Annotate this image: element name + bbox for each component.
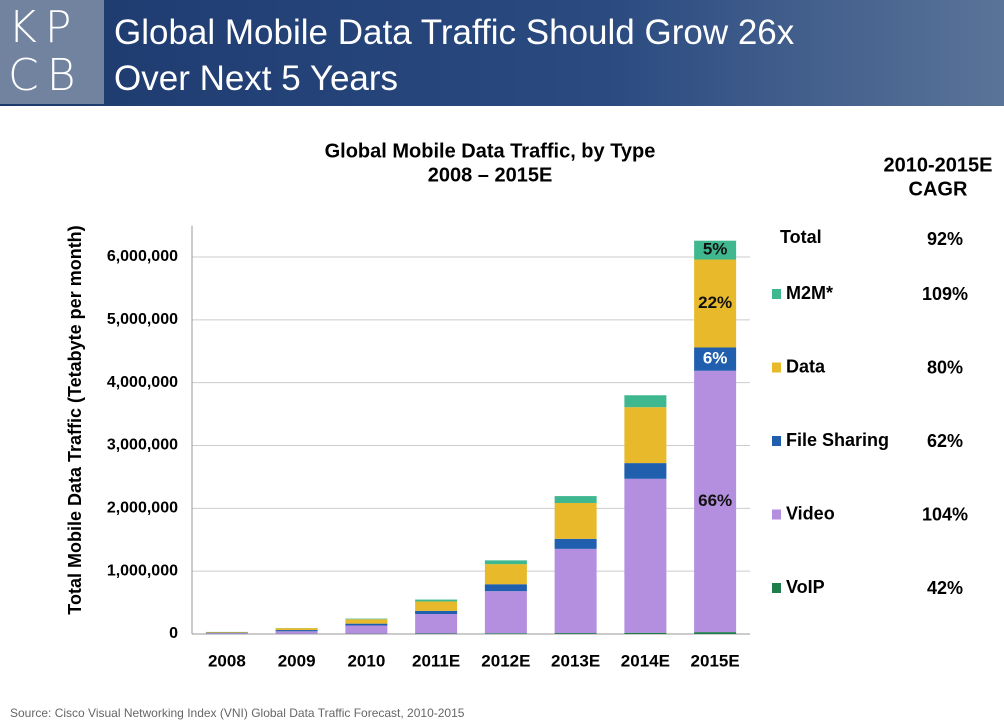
legend-swatch <box>772 509 781 520</box>
bar-segment <box>694 259 737 348</box>
bar-segment <box>484 560 527 565</box>
bar-segment <box>415 610 458 615</box>
y-tick-label: 1,000,000 <box>107 562 178 579</box>
bar-segment <box>415 601 458 611</box>
y-tick-label: 3,000,000 <box>107 437 178 454</box>
bar-segment <box>554 502 597 539</box>
legend-label: M2M* <box>786 283 833 303</box>
slide-title: Global Mobile Data Traffic Should Grow 2… <box>114 10 794 102</box>
cagr-value: 80% <box>927 357 963 377</box>
legend-swatch <box>772 583 781 593</box>
bar-segment <box>694 632 737 634</box>
legend-swatch <box>772 362 781 373</box>
bar-segment <box>275 628 318 631</box>
legend-label: File Sharing <box>786 430 889 450</box>
y-axis-label: Total Mobile Data Traffic (Tetabyte per … <box>65 225 85 614</box>
cagr-title: CAGR <box>909 178 968 200</box>
bar-segment <box>205 632 248 634</box>
x-tick-label: 2015E <box>691 651 740 670</box>
bar-segment <box>345 625 388 634</box>
source: Source: Cisco Visual Networking Index (V… <box>10 706 465 720</box>
cagr-title: 2010-2015E <box>884 154 993 176</box>
bar-segment <box>554 548 597 634</box>
logo: KP CB <box>0 0 104 104</box>
bar-segment <box>624 463 667 479</box>
x-tick-label: 2008 <box>208 651 246 670</box>
bar-segment <box>624 395 667 408</box>
bar-segment <box>345 618 388 620</box>
bar-segment <box>345 623 388 626</box>
x-tick-label: 2009 <box>278 651 316 670</box>
x-tick-label: 2014E <box>621 651 670 670</box>
bar-segment <box>484 591 527 634</box>
bar-segment <box>694 370 737 633</box>
logo-line: KP <box>8 2 80 53</box>
y-tick-label: 2,000,000 <box>107 500 178 517</box>
bar-segment <box>484 633 527 634</box>
legend-swatch <box>772 436 781 446</box>
bar-segment <box>275 631 318 634</box>
cagr-value: 42% <box>927 578 963 598</box>
legend-label: Data <box>786 356 826 376</box>
title-line: Over Next 5 Years <box>114 59 399 98</box>
legend-swatch <box>772 289 781 299</box>
cagr-value: 62% <box>927 431 963 451</box>
bar-segment <box>694 347 737 371</box>
bar-segment <box>554 496 597 503</box>
legend-label: Video <box>786 503 835 523</box>
share-label: 6% <box>703 349 728 368</box>
header: KP CB Global Mobile Data Traffic Should G… <box>0 0 1004 106</box>
share-label: 22% <box>698 293 732 312</box>
y-tick-label: 6,000,000 <box>107 248 178 265</box>
bar-segment <box>624 407 667 464</box>
bar-segment <box>694 240 737 260</box>
total-cagr: 92% <box>927 229 963 249</box>
chart-subtitle: 2008 – 2015E <box>428 164 553 186</box>
title-line: Global Mobile Data Traffic Should Grow 2… <box>114 13 795 52</box>
logo-line: CB <box>8 50 84 101</box>
cagr-value: 104% <box>922 504 968 524</box>
total-label: Total <box>780 227 822 247</box>
bar-segment <box>345 619 388 624</box>
share-label: 5% <box>703 240 728 259</box>
x-tick-label: 2011E <box>412 651 460 670</box>
bar-segment <box>554 538 597 549</box>
cagr-value: 109% <box>922 284 968 304</box>
x-tick-label: 2010 <box>347 651 385 670</box>
share-label: 66% <box>698 491 732 510</box>
bar-segment <box>205 633 248 634</box>
bar-segment <box>415 614 458 634</box>
bar-segment <box>554 633 597 634</box>
bar-segment <box>484 564 527 585</box>
y-tick-label: 5,000,000 <box>107 311 178 328</box>
bar-segment <box>484 584 527 592</box>
bar-segment <box>624 478 667 633</box>
bar-segment <box>275 630 318 632</box>
chart-title: Global Mobile Data Traffic, by Type <box>325 140 656 162</box>
bar-segment <box>415 633 458 634</box>
bar-segment <box>624 632 667 634</box>
x-tick-label: 2012E <box>481 651 530 670</box>
x-tick-label: 2013E <box>551 651 600 670</box>
y-tick-label: 4,000,000 <box>107 374 178 391</box>
y-tick-label: 0 <box>169 625 178 642</box>
legend-label: VoIP <box>786 577 825 597</box>
bar-segment <box>205 631 248 633</box>
bar-segment <box>415 599 458 602</box>
